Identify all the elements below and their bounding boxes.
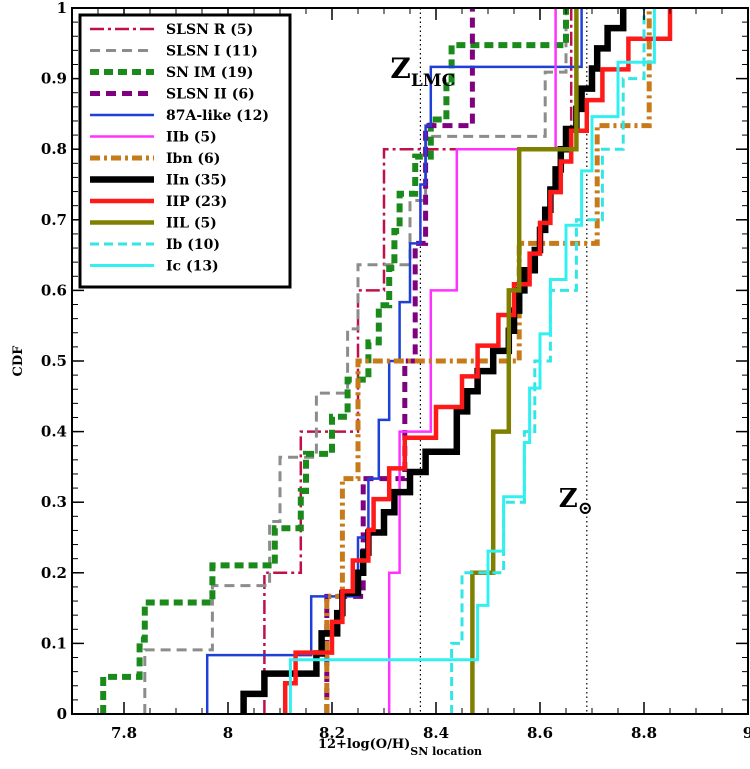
- x-tick-label-6: 9: [743, 724, 750, 742]
- legend-label-0: SLSN R (5): [166, 22, 253, 38]
- x-axis-title-main: 12+log(O/H): [318, 737, 410, 752]
- y-tick-label-5: 0.5: [41, 352, 67, 370]
- legend-label-5: IIb (5): [166, 130, 217, 146]
- x-tick-label-1: 8: [223, 724, 233, 742]
- x-tick-label-0: 7.8: [111, 724, 137, 742]
- y-tick-label-1: 0.1: [41, 634, 67, 652]
- legend: SLSN R (5) SLSN I (11) SN IM (19) SLSN II (…: [78, 13, 292, 289]
- series-line-10: [450, 8, 646, 714]
- series-line-7: [240, 8, 627, 714]
- y-tick-label-9: 0.9: [41, 70, 67, 88]
- y-axis-title: CDF: [11, 345, 26, 377]
- series-line-1: [143, 8, 568, 714]
- legend-label-7: IIn (35): [166, 173, 227, 189]
- legend-label-2: SN IM (19): [166, 65, 253, 81]
- y-tick-label-2: 0.2: [41, 564, 67, 582]
- series-line-8: [282, 8, 673, 714]
- ref-label-lmc: ZLMC: [390, 52, 455, 91]
- x-tick-label-4: 8.6: [527, 724, 553, 742]
- y-tick-label-0: 0: [57, 705, 67, 723]
- ref-label-lmc-main: Z: [390, 52, 410, 85]
- legend-label-1: SLSN I (11): [166, 44, 258, 60]
- legend-label-3: SLSN II (6): [166, 87, 255, 103]
- legend-label-10: Ib (10): [166, 237, 220, 253]
- y-tick-label-3: 0.3: [41, 493, 67, 511]
- y-tick-label-8: 0.8: [41, 140, 67, 158]
- legend-label-9: IIL (5): [166, 216, 217, 232]
- legend-label-4: 87A-like (12): [166, 108, 269, 124]
- series-line-9: [470, 8, 579, 714]
- ref-label-sun: Z⊙: [559, 484, 593, 519]
- legend-box: [78, 13, 292, 289]
- y-tick-label-10: 1: [57, 0, 67, 17]
- series-layer: [100, 8, 673, 714]
- ref-label-sun-sub: ⊙: [578, 498, 593, 519]
- y-tick-label-6: 0.6: [41, 281, 67, 299]
- series-line-6: [324, 8, 652, 714]
- x-tick-label-2: 8.2: [319, 724, 345, 742]
- x-tick-label-3: 8.4: [423, 724, 449, 742]
- x-axis-title-sub: SN location: [410, 745, 482, 758]
- ticks-layer: 7.8 8 8.2 8.4 8.6 8.8 9 0 0.1 0.2 0.3 0.4 0.5 0.6 0.7 0…: [41, 0, 750, 742]
- ref-label-lmc-sub: LMC: [411, 71, 455, 91]
- ref-label-sun-main: Z: [559, 484, 578, 514]
- y-tick-label-4: 0.4: [41, 423, 67, 441]
- series-line-11: [288, 8, 656, 714]
- legend-label-6: Ibn (6): [166, 151, 220, 167]
- legend-label-11: Ic (13): [166, 259, 219, 275]
- x-tick-label-5: 8.8: [631, 724, 657, 742]
- legend-label-8: IIP (23): [166, 194, 227, 210]
- y-tick-label-7: 0.7: [41, 211, 67, 229]
- x-axis-title: 12+log(O/H)SN location: [318, 737, 482, 758]
